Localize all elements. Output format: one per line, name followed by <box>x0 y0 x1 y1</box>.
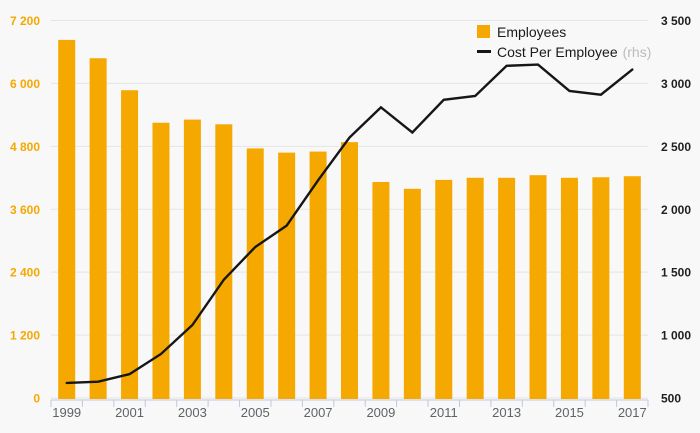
bar-1999 <box>58 39 76 400</box>
left-axis-label: 7 200 <box>10 14 40 28</box>
bar-2012 <box>466 177 484 399</box>
bar-2009 <box>372 181 390 399</box>
bar-2004 <box>215 124 233 399</box>
bar-2016 <box>592 177 610 399</box>
x-axis-label-2007: 2007 <box>304 405 333 420</box>
legend: Employees Cost Per Employee (rhs) <box>477 23 652 60</box>
bar-2005 <box>246 148 264 399</box>
legend-cost-label: Cost Per Employee <box>497 43 618 60</box>
left-axis-label: 2 400 <box>10 266 40 280</box>
legend-item-cost-per-employee[interactable]: Cost Per Employee (rhs) <box>477 43 652 60</box>
bar-2011 <box>435 179 453 399</box>
x-axis-label-2005: 2005 <box>241 405 270 420</box>
left-axis-label: 1 200 <box>10 329 40 343</box>
bar-2003 <box>183 119 201 399</box>
right-axis-label: 1 000 <box>661 329 691 343</box>
legend-item-employees[interactable]: Employees <box>477 23 651 40</box>
cost-line-swatch-icon <box>477 50 491 53</box>
right-axis-label: 3 000 <box>661 77 691 91</box>
bar-2013 <box>498 177 516 399</box>
x-axis-label-2017: 2017 <box>618 405 647 420</box>
legend-employees-label: Employees <box>497 23 567 40</box>
bar-2010 <box>403 188 421 399</box>
x-axis-label-2001: 2001 <box>115 405 144 420</box>
employees-swatch-icon <box>477 25 490 38</box>
x-axis-label-2013: 2013 <box>492 405 521 420</box>
x-axis-label-2003: 2003 <box>178 405 207 420</box>
bar-2006 <box>278 152 296 399</box>
right-axis-label: 2 500 <box>661 140 691 154</box>
x-axis-label-1999: 1999 <box>52 405 81 420</box>
left-axis-label: 6 000 <box>10 77 40 91</box>
bar-2017 <box>623 176 641 399</box>
bar-2002 <box>152 122 170 399</box>
right-axis-label: 500 <box>661 392 681 406</box>
bar-2001 <box>121 90 139 399</box>
bar-2007 <box>309 151 327 399</box>
legend-cost-rhs-suffix: (rhs) <box>622 43 652 60</box>
left-axis-label: 4 800 <box>10 140 40 154</box>
bar-2014 <box>529 175 547 399</box>
x-axis-label-2009: 2009 <box>366 405 395 420</box>
x-axis-label-2011: 2011 <box>430 405 458 420</box>
right-axis-label: 2 000 <box>661 203 691 217</box>
bar-2008 <box>341 142 358 399</box>
bar-2015 <box>560 177 578 399</box>
left-axis-label: 0 <box>33 392 40 406</box>
right-axis-label: 3 500 <box>661 14 691 28</box>
cost-per-employee-line <box>65 63 634 385</box>
bar-2000 <box>89 58 107 399</box>
left-axis-label: 3 600 <box>10 203 40 217</box>
right-axis-label: 1 500 <box>661 266 691 280</box>
x-axis-label-2015: 2015 <box>555 405 584 420</box>
